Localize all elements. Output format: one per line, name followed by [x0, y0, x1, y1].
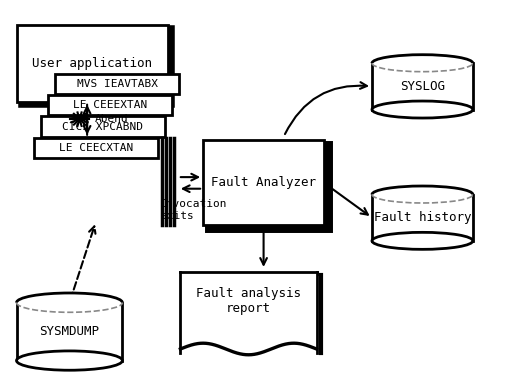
Bar	[17, 25, 168, 102]
Ellipse shape	[372, 101, 473, 118]
Text: LE CEECXTAN: LE CEECXTAN	[59, 143, 133, 153]
Ellipse shape	[17, 351, 122, 370]
Polygon shape	[372, 63, 473, 110]
Text: Fault Analyzer: Fault Analyzer	[211, 177, 316, 189]
Text: SYSMDUMP: SYSMDUMP	[40, 325, 99, 338]
Bar	[203, 140, 324, 225]
Text: User application: User application	[32, 57, 152, 70]
Bar	[48, 95, 172, 115]
Text: SYSLOG: SYSLOG	[400, 80, 445, 93]
Text: Fault analysis
report: Fault analysis report	[196, 287, 301, 315]
Ellipse shape	[372, 186, 473, 203]
Bar	[55, 74, 179, 94]
Bar	[34, 138, 158, 158]
Polygon shape	[180, 272, 316, 349]
Text: Abend: Abend	[95, 114, 128, 124]
Ellipse shape	[372, 232, 473, 249]
Text: CICS XPCABND: CICS XPCABND	[62, 121, 143, 131]
Text: MVS IEAVTABX: MVS IEAVTABX	[77, 79, 158, 89]
Ellipse shape	[17, 293, 122, 312]
Bar	[208, 144, 329, 229]
Text: Invocation
exits: Invocation exits	[160, 199, 228, 221]
Polygon shape	[17, 303, 122, 361]
Text: Fault history: Fault history	[374, 211, 471, 224]
Ellipse shape	[372, 55, 473, 72]
Text: LE CEEEXTAN: LE CEEEXTAN	[73, 100, 147, 110]
Bar	[21, 28, 172, 105]
Polygon shape	[372, 194, 473, 241]
Bar	[41, 116, 165, 137]
